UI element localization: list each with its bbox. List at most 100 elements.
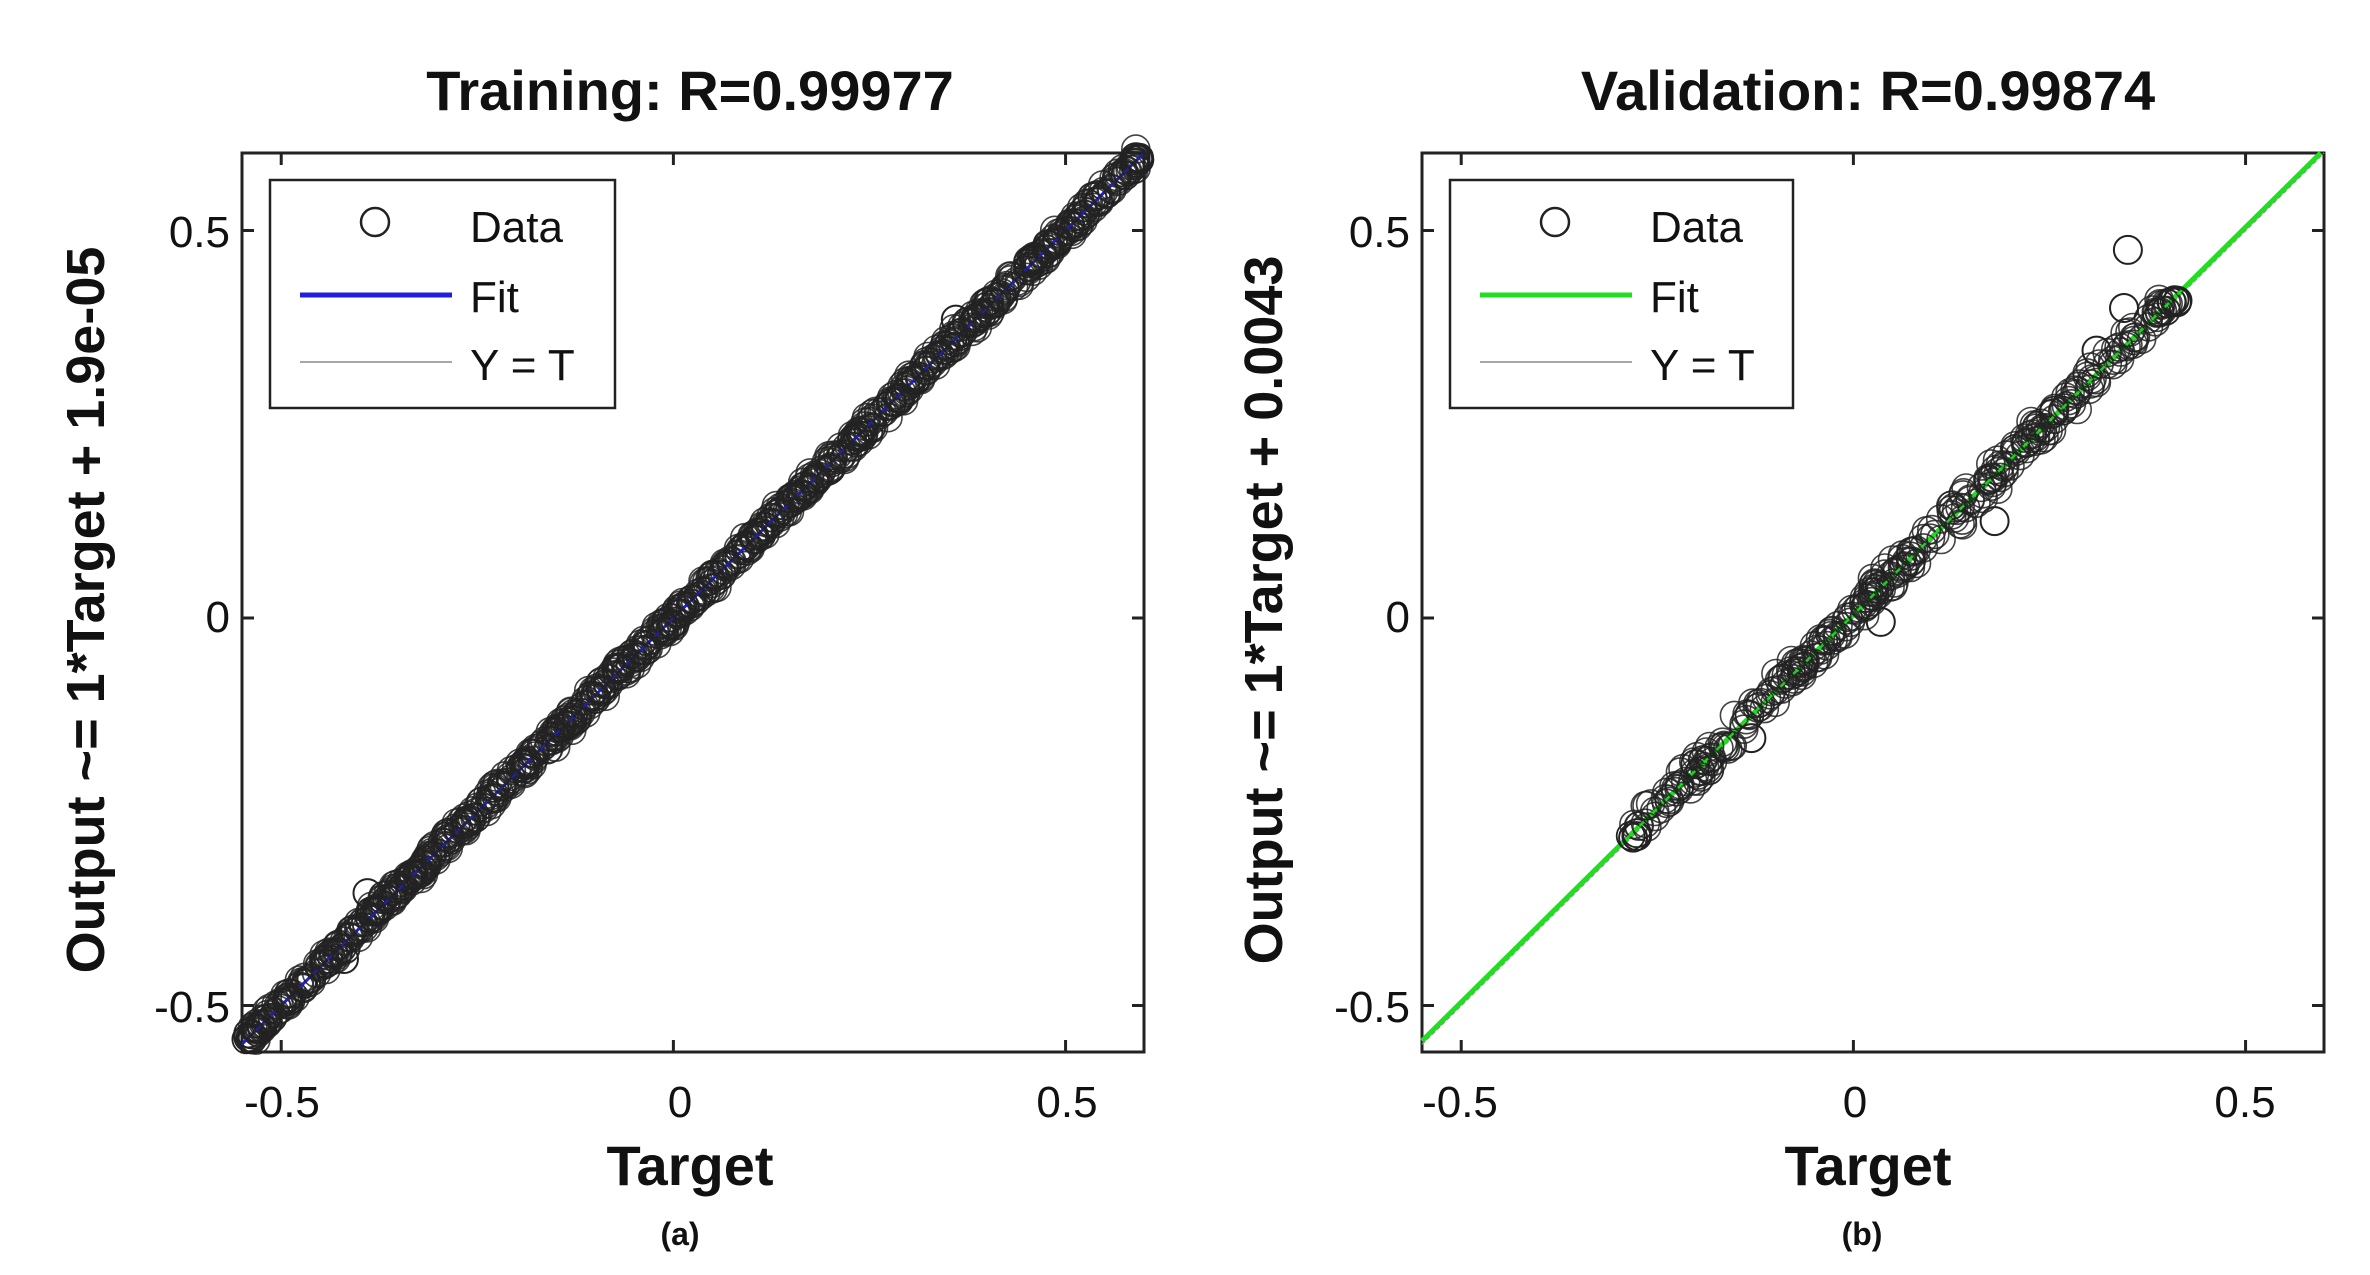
data-point (2060, 375, 2090, 405)
data-point (1042, 226, 1073, 257)
data-point (864, 400, 894, 430)
data-point (1615, 821, 1646, 851)
data-point (1895, 546, 1926, 577)
data-point (1779, 664, 1810, 694)
data-point (1124, 142, 1154, 173)
data-point (1120, 147, 1151, 178)
data-point (413, 845, 443, 876)
data-point (2027, 413, 2058, 444)
data-point (495, 761, 526, 792)
y-tick-label: -0.5 (154, 983, 230, 1032)
data-point (1755, 679, 1785, 710)
data-point (641, 629, 672, 659)
x-tick-label: 0 (668, 1078, 692, 1127)
x-axis-label: Target (1785, 1134, 1952, 1197)
data-point (1843, 593, 1874, 623)
data-point (1085, 184, 1116, 214)
tick-marks (1422, 153, 2324, 1052)
data-point (1661, 773, 1691, 804)
data-point (1092, 178, 1122, 209)
data-point (1083, 185, 1113, 216)
data-point (605, 646, 635, 677)
y-axis-label: Output ~= 1*Target + 0.0043 (1234, 256, 1294, 965)
data-point (1926, 524, 1956, 555)
data-point (233, 1022, 264, 1053)
data-point (308, 945, 339, 976)
data-point (2081, 364, 2111, 395)
data-point (376, 885, 407, 916)
data-point (781, 481, 812, 512)
data-points (231, 134, 1155, 1055)
data-point (2074, 374, 2105, 405)
legend-label-data: Data (1650, 203, 1743, 252)
data-point (236, 1024, 267, 1055)
data-point (1670, 766, 1701, 797)
fit-line-overlay (1421, 152, 2322, 1042)
data-point (846, 421, 876, 452)
data-point (683, 578, 714, 608)
data-point (657, 608, 687, 639)
x-tick-label: 0.5 (2214, 1078, 2275, 1127)
y-tick-label: -0.5 (1334, 983, 1410, 1032)
legend-data-marker (1539, 206, 1571, 238)
data-point (998, 262, 1028, 293)
data-point (1618, 822, 1648, 853)
legend-label-identity: Y = T (470, 341, 575, 390)
data-point (869, 396, 899, 427)
data-point (1818, 625, 1848, 655)
data-point (1985, 462, 2015, 493)
outlier-point (2112, 234, 2143, 265)
data-point (932, 336, 963, 366)
data-point (778, 485, 809, 516)
data-point (1760, 687, 1790, 718)
outlier-point (2109, 293, 2139, 323)
data-point (2098, 345, 2128, 376)
data-point (1031, 244, 1061, 275)
data-point (2101, 334, 2131, 364)
data-point (1066, 204, 1096, 234)
data-point (2118, 329, 2148, 360)
data-point (952, 306, 982, 337)
data-point (2162, 287, 2192, 318)
data-point (740, 524, 770, 554)
data-point (957, 308, 987, 339)
outlier-point (1736, 723, 1767, 754)
outlier-point (940, 304, 971, 335)
data-point (824, 444, 854, 475)
data-point (335, 922, 366, 953)
legend-label-fit: Fit (1650, 273, 1699, 322)
data-point (989, 272, 1020, 303)
data-point (2036, 415, 2067, 446)
data-point (909, 350, 940, 381)
data-point (1678, 766, 1708, 796)
outlier-point (329, 944, 359, 974)
outlier-point (1979, 506, 2010, 537)
outlier-point (352, 878, 383, 909)
data-point (1680, 749, 1710, 779)
tick-marks (242, 153, 1144, 1052)
data-point (807, 454, 838, 485)
legend-label-data: Data (470, 203, 563, 252)
data-point (291, 965, 321, 996)
data-point (761, 490, 792, 521)
data-point (383, 879, 413, 909)
x-tick-label: -0.5 (1422, 1078, 1498, 1127)
legend: Data Fit Y = T (268, 178, 617, 410)
y-axis-label: Output ~= 1*Target + 1.9e-05 (56, 247, 116, 974)
outlier-point (1865, 606, 1896, 637)
data-point (1991, 440, 2022, 470)
outlier-point (2081, 335, 2112, 366)
data-point (830, 442, 860, 473)
y-tick-label: 0.5 (1349, 208, 1410, 257)
data-point (561, 704, 592, 735)
data-point (795, 472, 825, 503)
data-point (1908, 523, 1938, 554)
chart-title: Training: R=0.99977 (426, 59, 954, 122)
x-tick-label: 0.5 (1036, 1078, 1097, 1127)
data-point (510, 753, 540, 783)
data-point (884, 384, 915, 415)
data-point (703, 557, 733, 588)
data-point (2000, 430, 2030, 461)
data-point (1938, 492, 1969, 523)
